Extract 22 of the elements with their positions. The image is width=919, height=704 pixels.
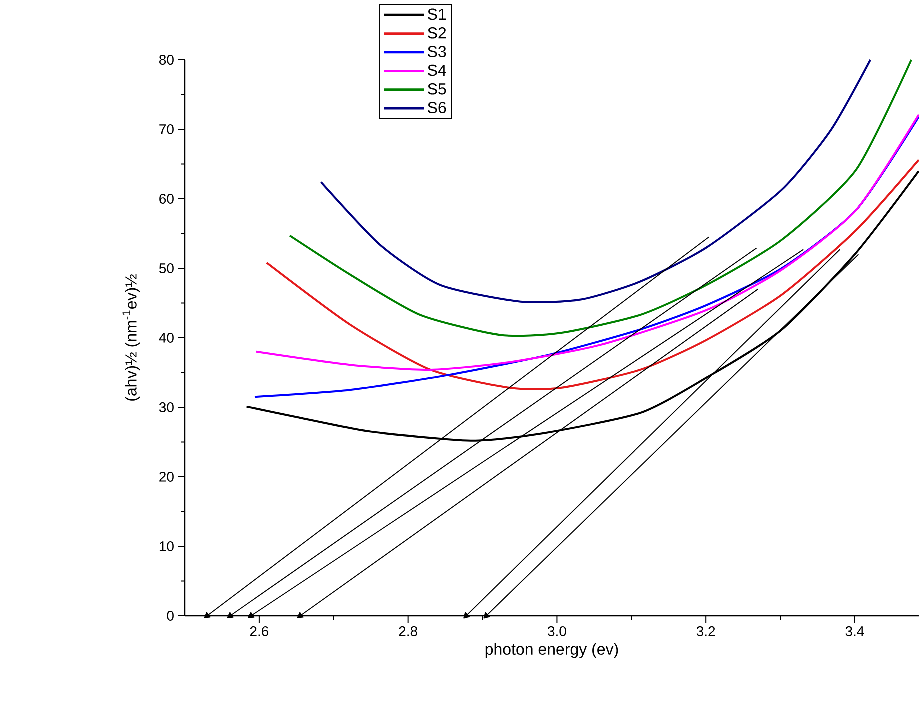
x-tick-label: 3.0 xyxy=(548,626,566,636)
legend-label: S4 xyxy=(428,64,446,76)
legend-label: S6 xyxy=(428,102,446,114)
y-axis-title: (ahv)½ (nm$^{-1}$ev)½ xyxy=(122,274,140,401)
legend-label: S2 xyxy=(428,27,446,39)
y-tick-label: 50 xyxy=(159,264,174,274)
legend-label: S1 xyxy=(428,8,446,20)
legend-label: S5 xyxy=(428,83,446,95)
x-tick-label: 3.2 xyxy=(696,626,716,636)
legend-label: S3 xyxy=(428,46,446,58)
y-tick-label: 30 xyxy=(159,402,174,412)
x-tick-label: 3.4 xyxy=(846,626,864,636)
x-axis-title: photon energy (ev) xyxy=(486,643,618,658)
x-tick-label: 2.8 xyxy=(399,626,418,636)
y-tick-label: 20 xyxy=(160,472,174,482)
y-tick-label: 70 xyxy=(160,124,174,134)
x-tick-label: 2.6 xyxy=(250,626,269,636)
y-tick-label: 40 xyxy=(159,333,174,343)
y-tick-label: 80 xyxy=(160,55,174,65)
y-tick-label: 60 xyxy=(160,194,174,204)
y-tick-label: 0 xyxy=(167,611,174,621)
y-tick-label: 10 xyxy=(160,542,174,552)
